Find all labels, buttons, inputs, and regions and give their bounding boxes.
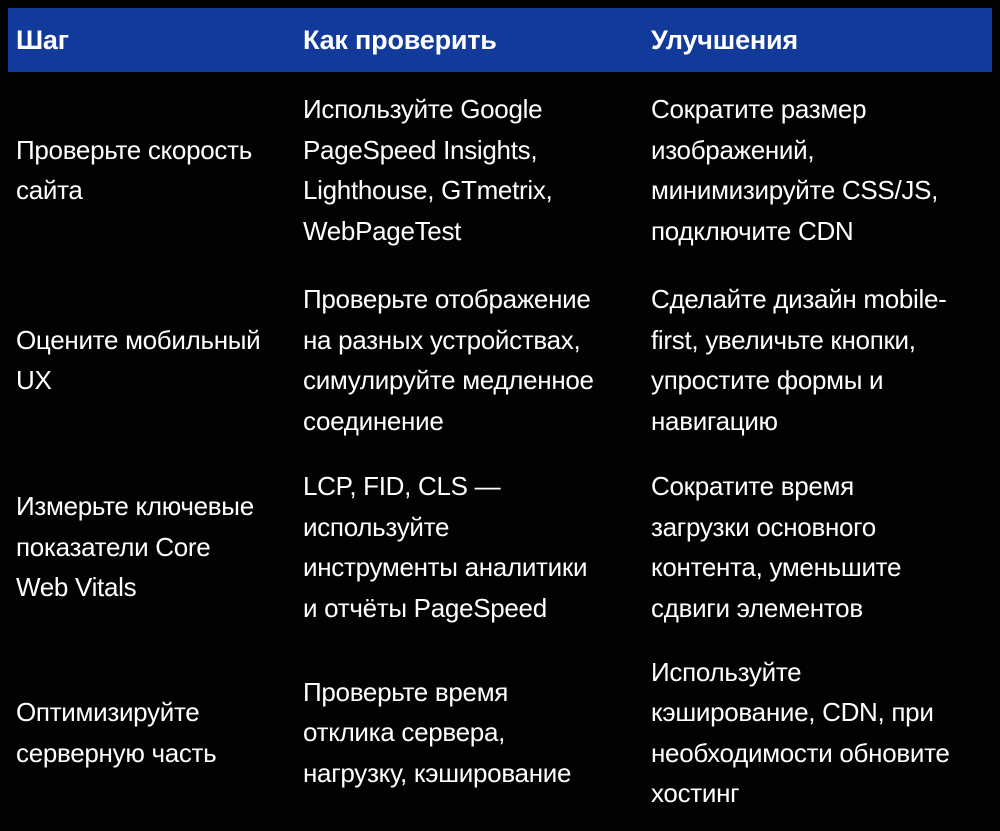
step-text: Оптимизируйте серверную часть bbox=[16, 697, 217, 768]
column-header-label: Улучшения bbox=[651, 24, 798, 55]
step-text: Проверьте скорость сайта bbox=[16, 134, 252, 206]
check-text: Проверьте отображение на разных устройст… bbox=[303, 284, 594, 436]
check-text: LCP, FID, CLS — используйте инструменты … bbox=[303, 471, 588, 623]
step-text: Измерьте ключевые показатели Core Web Vi… bbox=[16, 491, 254, 603]
table-row: Оцените мобильный UX Проверьте отображен… bbox=[8, 268, 992, 452]
step-cell: Измерьте ключевые показатели Core Web Vi… bbox=[16, 452, 303, 642]
column-header-label: Как проверить bbox=[303, 24, 497, 55]
column-header-improvements: Улучшения bbox=[651, 8, 988, 72]
improvements-text: Сократите время загрузки основного конте… bbox=[651, 471, 902, 623]
improvements-cell: Сократите размер изображений, минимизиру… bbox=[651, 72, 988, 268]
column-header-check: Как проверить bbox=[303, 8, 651, 72]
table-row: Оптимизируйте серверную часть Проверьте … bbox=[8, 642, 992, 823]
table-row: Измерьте ключевые показатели Core Web Vi… bbox=[8, 452, 992, 642]
check-cell: LCP, FID, CLS — используйте инструменты … bbox=[303, 452, 651, 642]
check-cell: Проверьте время отклика сервера, нагрузк… bbox=[303, 642, 651, 823]
improvements-text: Используйте кэширование, CDN, при необхо… bbox=[651, 656, 950, 809]
table-row: Проверьте скорость сайта Используйте Goo… bbox=[8, 72, 992, 268]
column-header-step: Шаг bbox=[16, 8, 303, 72]
audit-steps-table: Шаг Как проверить Улучшения Проверьте ск… bbox=[8, 8, 992, 823]
step-cell: Оптимизируйте серверную часть bbox=[16, 642, 303, 823]
column-header-label: Шаг bbox=[16, 24, 69, 55]
improvements-cell: Используйте кэширование, CDN, при необхо… bbox=[651, 642, 988, 823]
check-cell: Проверьте отображение на разных устройст… bbox=[303, 268, 651, 452]
step-cell: Оцените мобильный UX bbox=[16, 268, 303, 452]
improvements-cell: Сделайте дизайн mobile- first, увеличьте… bbox=[651, 268, 988, 452]
improvements-text: Сделайте дизайн mobile- first, увеличьте… bbox=[651, 284, 947, 436]
step-text: Оцените мобильный UX bbox=[16, 324, 261, 396]
check-cell: Используйте Google PageSpeed Insights, L… bbox=[303, 72, 651, 268]
table-header-row: Шаг Как проверить Улучшения bbox=[8, 8, 992, 72]
check-text: Проверьте время отклика сервера, нагрузк… bbox=[303, 676, 572, 788]
improvements-cell: Сократите время загрузки основного конте… bbox=[651, 452, 988, 642]
improvements-text: Сократите размер изображений, минимизиру… bbox=[651, 94, 939, 246]
check-text: Используйте Google PageSpeed Insights, L… bbox=[303, 94, 553, 246]
step-cell: Проверьте скорость сайта bbox=[16, 72, 303, 268]
